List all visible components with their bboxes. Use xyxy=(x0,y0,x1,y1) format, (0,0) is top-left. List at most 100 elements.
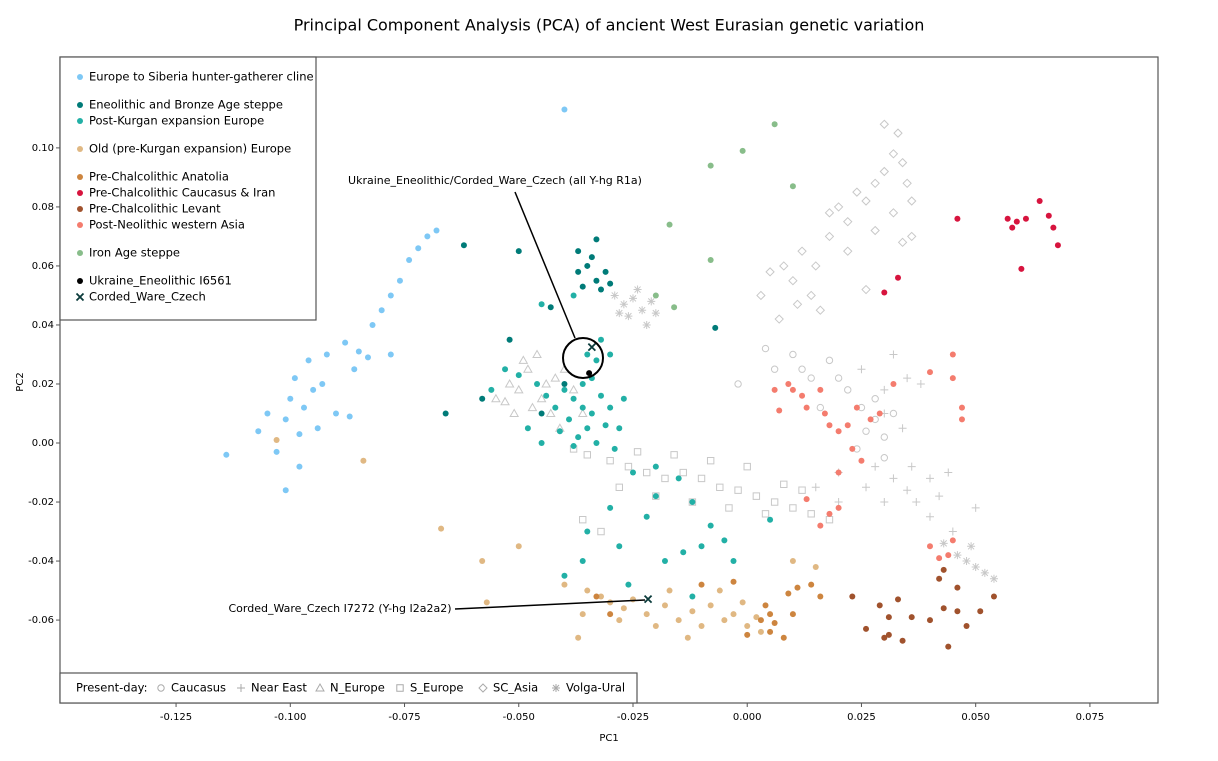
reference-point xyxy=(880,433,888,441)
data-point xyxy=(593,277,600,284)
data-point xyxy=(332,410,339,417)
data-point xyxy=(629,596,636,603)
data-point xyxy=(515,372,522,379)
data-point xyxy=(666,587,673,594)
data-point xyxy=(881,634,888,641)
reference-point xyxy=(761,510,770,518)
data-point xyxy=(547,304,554,311)
reference-point xyxy=(889,474,898,483)
reference-point xyxy=(788,275,798,286)
reference-point xyxy=(815,305,826,315)
reference-point xyxy=(944,468,953,477)
data-point xyxy=(958,404,965,411)
data-point xyxy=(785,590,792,597)
legend-marker xyxy=(396,684,404,692)
reference-point xyxy=(610,291,619,300)
legend-label: Post-Kurgan expansion Europe xyxy=(89,114,264,128)
legend-marker xyxy=(77,74,83,80)
data-point xyxy=(821,410,828,417)
plot-area xyxy=(223,106,1061,650)
data-point xyxy=(652,463,659,470)
data-point xyxy=(342,339,349,346)
data-point xyxy=(739,599,746,606)
data-point xyxy=(958,416,965,423)
data-point xyxy=(584,587,591,594)
data-point xyxy=(730,558,737,565)
data-point xyxy=(575,248,582,255)
data-point xyxy=(684,634,691,641)
reference-point xyxy=(628,294,637,303)
reference-point xyxy=(806,290,816,301)
data-point xyxy=(255,428,262,435)
data-point xyxy=(424,233,431,240)
data-point xyxy=(652,493,659,500)
data-point xyxy=(675,475,682,482)
data-point xyxy=(584,528,591,535)
legend-label: Pre-Chalcolithic Levant xyxy=(89,202,221,216)
data-point xyxy=(593,236,600,243)
data-point xyxy=(990,593,997,600)
data-point xyxy=(561,572,568,579)
data-point xyxy=(579,611,586,618)
data-point xyxy=(963,622,970,629)
data-point xyxy=(561,386,568,393)
reference-point xyxy=(824,208,835,218)
legend-label: Ukraine_Eneolithic I6561 xyxy=(89,274,232,288)
data-point xyxy=(264,410,271,417)
data-point xyxy=(698,581,705,588)
reference-point xyxy=(807,510,815,518)
x-tick-label: -0.075 xyxy=(388,712,420,723)
reference-point xyxy=(880,385,889,394)
data-point xyxy=(744,622,751,629)
reference-point xyxy=(939,539,948,548)
reference-point xyxy=(907,196,917,206)
data-point xyxy=(771,386,778,393)
data-point xyxy=(1036,198,1043,205)
data-point xyxy=(698,543,705,550)
data-point xyxy=(616,425,623,432)
data-point xyxy=(689,499,696,506)
data-point xyxy=(588,254,595,261)
data-point xyxy=(575,634,582,641)
reference-point xyxy=(647,297,656,306)
data-point xyxy=(698,622,705,629)
data-point xyxy=(876,410,883,417)
reference-point xyxy=(797,246,807,256)
data-point xyxy=(817,522,824,529)
data-point xyxy=(730,578,737,585)
reference-point xyxy=(916,379,925,388)
data-point xyxy=(360,457,367,464)
data-point xyxy=(940,566,947,573)
data-point xyxy=(643,611,650,618)
reference-point xyxy=(642,320,651,329)
data-point xyxy=(575,268,582,275)
data-point xyxy=(273,448,280,455)
data-point xyxy=(534,380,541,387)
reference-point xyxy=(925,512,934,521)
data-point xyxy=(305,357,312,364)
data-point xyxy=(895,274,902,281)
data-point xyxy=(707,602,714,609)
reference-point xyxy=(743,462,751,471)
data-point xyxy=(835,469,842,476)
reference-point xyxy=(870,225,880,236)
legend-marker xyxy=(75,292,85,302)
data-point xyxy=(885,614,892,621)
reference-point xyxy=(971,503,980,512)
data-point xyxy=(835,428,842,435)
legend-label: Pre-Chalcolithic Caucasus & Iran xyxy=(89,186,275,200)
data-point xyxy=(561,106,568,113)
reference-point xyxy=(545,408,556,417)
reference-point xyxy=(912,498,921,507)
reference-point xyxy=(504,378,515,388)
annotation-circle xyxy=(562,337,604,379)
data-point xyxy=(895,596,902,603)
reference-point xyxy=(679,468,687,477)
legend-label: S_Europe xyxy=(410,681,464,695)
data-point xyxy=(483,599,490,606)
reference-point xyxy=(825,356,834,365)
data-point xyxy=(406,257,413,264)
data-point xyxy=(730,611,737,618)
reference-point xyxy=(843,246,853,256)
data-point xyxy=(442,410,449,417)
